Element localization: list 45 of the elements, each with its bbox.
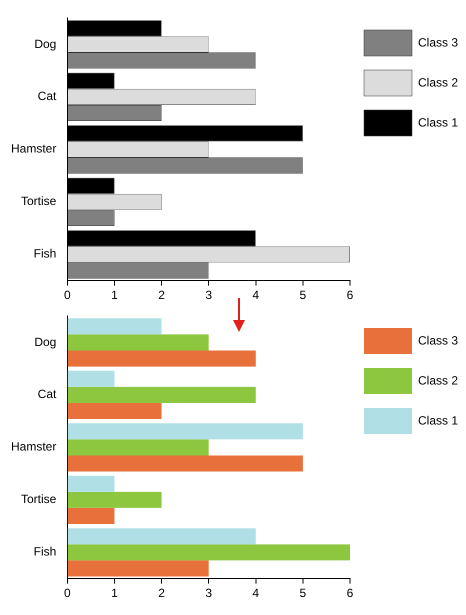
bar: [68, 350, 256, 367]
bar: [68, 560, 209, 576]
legend-label: Class 3: [418, 333, 458, 348]
bar: [68, 386, 256, 403]
bar: [68, 544, 350, 560]
y-tick-label: Cat: [38, 387, 57, 402]
bar: [68, 455, 303, 472]
x-tick-label: 1: [111, 586, 118, 600]
x-tick-label: 5: [300, 288, 307, 302]
legend-label: Class 2: [418, 75, 458, 90]
y-tick-label: Dog: [34, 334, 56, 349]
x-tick-label: 0: [64, 586, 71, 600]
y-tick-label: Dog: [34, 36, 56, 51]
bar: [68, 492, 162, 508]
x-tick-label: 4: [252, 586, 260, 600]
bar: [68, 370, 114, 387]
y-tick-label: Tortise: [20, 194, 57, 208]
bar: [68, 334, 209, 350]
legend-label: Class 1: [418, 413, 458, 428]
x-tick-label: 6: [346, 586, 354, 600]
x-tick-label: 4: [252, 288, 260, 302]
y-tick-label: Fish: [34, 544, 56, 559]
bar: [68, 528, 256, 544]
x-tick-label: 6: [346, 288, 354, 302]
x-tick-label: 3: [205, 586, 212, 600]
legend-label: Class 3: [418, 35, 458, 50]
x-tick-label: 3: [205, 288, 212, 302]
legend-label: Class 1: [418, 115, 458, 130]
y-tick-label: Fish: [34, 246, 56, 261]
x-tick-label: 5: [300, 586, 307, 600]
x-tick-label: 0: [64, 288, 71, 302]
x-tick-label: 2: [158, 288, 166, 302]
bar: [68, 508, 114, 524]
legend-label: Class 2: [418, 373, 458, 388]
bar: [68, 318, 162, 334]
bar: [68, 439, 209, 456]
bar: [68, 476, 114, 492]
bar: [68, 402, 162, 420]
y-tick-label: Tortise: [20, 492, 57, 506]
y-tick-label: Hamster: [10, 440, 56, 454]
y-tick-label: Hamster: [10, 142, 56, 156]
x-tick-label: 2: [158, 586, 166, 600]
bar: [68, 423, 303, 440]
y-tick-label: Cat: [38, 89, 57, 104]
x-tick-label: 1: [111, 288, 118, 302]
